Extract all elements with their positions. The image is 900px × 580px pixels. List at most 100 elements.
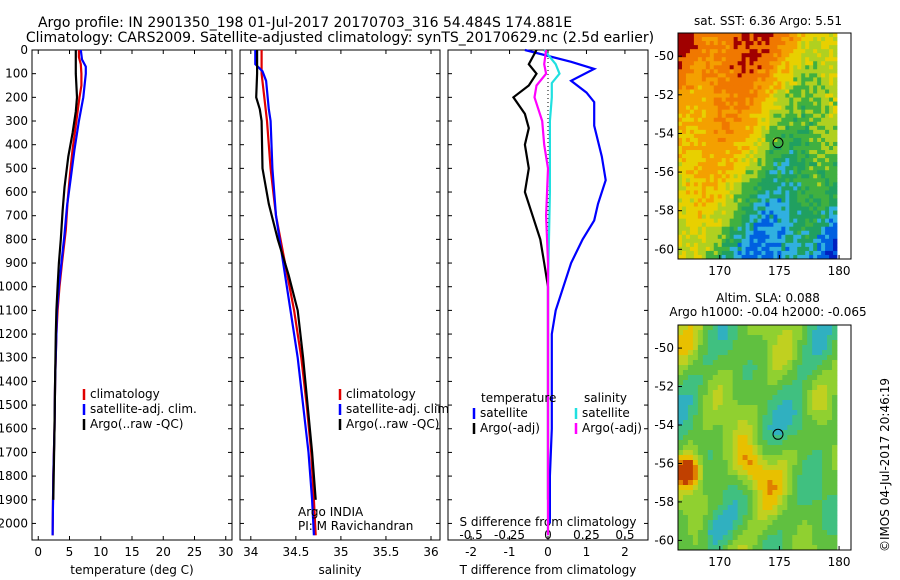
map-cell [717, 141, 723, 147]
map-cell [812, 340, 818, 346]
map-cell [817, 178, 822, 183]
map-cell [717, 150, 723, 155]
map-cell [822, 380, 828, 386]
map-cell [702, 410, 709, 416]
map-cell [702, 335, 709, 341]
map-cell [689, 105, 695, 111]
map-cell [787, 425, 793, 431]
x-tick-label: -2 [465, 545, 477, 559]
map-cell [813, 109, 818, 115]
map-cell [787, 455, 793, 461]
map-cell [802, 515, 808, 521]
map-cell [678, 93, 683, 98]
map-cell [709, 117, 715, 123]
map-cell [805, 101, 810, 107]
map-cell [687, 430, 694, 436]
map-cell [729, 198, 735, 203]
map-cell [702, 375, 709, 381]
map-cell [801, 89, 806, 94]
map-cell [829, 49, 834, 54]
map-cell [812, 450, 818, 456]
map-cell [829, 117, 834, 123]
map-cell [817, 465, 823, 471]
map-cell [727, 400, 734, 406]
map-cell [745, 121, 750, 127]
map-cell [832, 410, 838, 416]
map-cell [689, 246, 695, 252]
map-cell [717, 335, 724, 341]
map-cell [749, 246, 754, 252]
map-cell [833, 210, 838, 216]
map-cell [817, 210, 822, 216]
map-cell [797, 430, 803, 436]
map-cell [717, 190, 723, 195]
map-cell [817, 450, 823, 456]
map-cell [757, 89, 762, 94]
map-cell [797, 150, 802, 155]
map-cell [749, 49, 754, 54]
map-cell [697, 178, 703, 183]
map-cell [773, 93, 778, 98]
map-cell [793, 77, 798, 82]
map-cell [709, 73, 715, 78]
map-cell [678, 97, 683, 103]
map-cell [793, 222, 798, 228]
map-cell [801, 65, 806, 70]
map-cell [727, 420, 734, 426]
map-cell [821, 218, 826, 224]
map-cell [717, 97, 723, 103]
map-cell [712, 400, 719, 406]
map-cell [693, 198, 699, 203]
map-cell [722, 470, 729, 476]
map-cell [737, 121, 743, 127]
map-cell [681, 89, 687, 94]
map-cell [701, 194, 707, 199]
map-cell [792, 510, 798, 516]
map-cell [765, 174, 770, 179]
map-cell [777, 202, 782, 207]
map-cell [707, 385, 714, 391]
map-cell [805, 174, 810, 179]
map-cell [761, 137, 766, 143]
map-cell [773, 65, 778, 70]
map-cell [689, 57, 695, 62]
map-cell [792, 360, 798, 366]
map-cell [757, 238, 762, 244]
map-cell [689, 49, 695, 54]
map-cell [737, 214, 743, 220]
map-cell [792, 355, 798, 361]
map-cell [701, 69, 707, 74]
map-cell [725, 214, 731, 220]
map-cell [777, 234, 782, 240]
map-cell [805, 230, 810, 236]
map-cell [727, 375, 734, 381]
map-cell [769, 53, 774, 58]
map-cell [693, 61, 699, 66]
map-cell [767, 450, 773, 456]
map-cell [742, 365, 748, 371]
map-cell [781, 45, 786, 50]
map-cell [732, 410, 739, 416]
map-cell [797, 137, 802, 143]
map-cell [727, 380, 734, 386]
map-cell [757, 214, 762, 220]
map-cell [765, 93, 770, 98]
map-cell [685, 93, 691, 98]
map-cell [801, 226, 806, 232]
map-cell [817, 33, 822, 38]
map-cell [812, 505, 818, 511]
map-cell [765, 125, 770, 131]
map-cell [777, 222, 782, 228]
map-cell [822, 465, 828, 471]
map-cell [793, 206, 798, 211]
map-cell [709, 226, 715, 232]
map-cell [793, 198, 798, 203]
map-cell [821, 61, 826, 66]
map-cell [717, 525, 724, 531]
map-cell [737, 158, 743, 163]
map-cell [733, 101, 739, 107]
map-cell [767, 360, 773, 366]
map-cell [709, 77, 715, 82]
map-cell [702, 350, 709, 356]
map-cell [825, 202, 830, 207]
